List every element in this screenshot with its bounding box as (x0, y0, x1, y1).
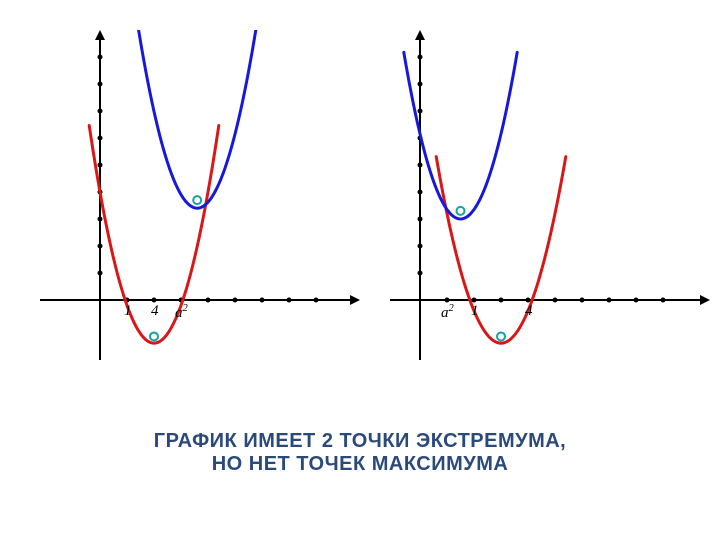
axis-label: 4 (151, 303, 159, 320)
caption-line1: ГРАФИК ИМЕЕТ 2 ТОЧКИ ЭКСТРЕМУМА, (0, 430, 720, 453)
caption-line2: НО НЕТ ТОЧЕК МАКСИМУМА (0, 453, 720, 476)
chart-left: 1 4 a2 (40, 30, 360, 360)
axis-label: 1 (124, 303, 132, 320)
chart-right: a2 1 4 (390, 30, 710, 360)
caption: ГРАФИК ИМЕЕТ 2 ТОЧКИ ЭКСТРЕМУМА, НО НЕТ … (0, 430, 720, 476)
axis-label: a2 (175, 303, 188, 322)
axis-label: a2 (441, 303, 454, 322)
axis-label: 1 (471, 303, 479, 320)
axis-label: 4 (525, 303, 533, 320)
